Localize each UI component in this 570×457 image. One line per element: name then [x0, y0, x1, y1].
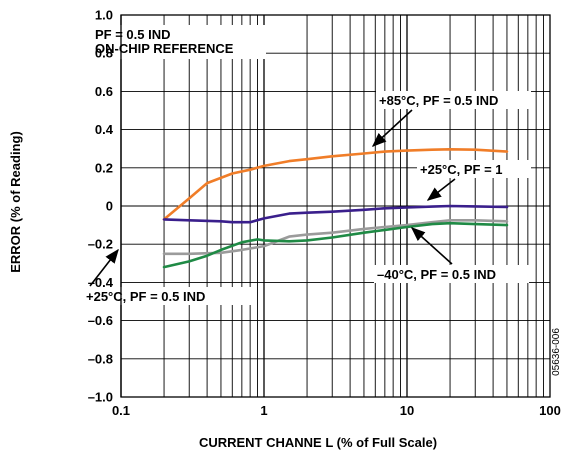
info-box	[88, 25, 266, 59]
x-tick-label: 0.1	[112, 403, 130, 418]
info-box-line-2: ON-CHIP REFERENCE	[95, 41, 234, 56]
y-tick-label: 0	[106, 199, 113, 214]
info-box-line-1: PF = 0.5 IND	[95, 27, 171, 42]
series-line-0	[162, 148, 509, 221]
annotation-85c: +85°C, PF = 0.5 IND	[379, 93, 498, 108]
annotation-bg-minus40c	[374, 265, 529, 283]
x-tick-label: 100	[539, 403, 561, 418]
figure-id: 05636-006	[551, 328, 562, 376]
arrow-25c-pf05	[89, 248, 119, 287]
y-tick-label: –0.2	[88, 237, 113, 252]
y-tick-labels: 1.0 0.8 0.6 0.4 0.2 0 –0.2 –0.4 –0.6 –0.8 –1.0	[88, 8, 114, 405]
y-axis-title: ERROR (% of Reading)	[8, 131, 23, 273]
annotation-25c-pf05: +25°C, PF = 0.5 IND	[86, 289, 205, 304]
y-tick-label: –0.8	[88, 351, 113, 366]
arrow-25c-pf1	[426, 178, 456, 201]
y-tick-label: 0.2	[95, 160, 113, 175]
series-line-2	[162, 219, 509, 256]
annotation-minus40c: –40°C, PF = 0.5 IND	[377, 267, 496, 282]
series-lines	[162, 148, 509, 269]
annotation-bg-25c-pf1	[417, 160, 531, 178]
arrow-minus40c	[410, 227, 453, 265]
arrow-85c	[371, 109, 413, 147]
y-tick-label: –0.6	[88, 313, 113, 328]
y-tick-label: 0.8	[95, 46, 113, 61]
annotation-bg-85c	[376, 91, 531, 109]
y-tick-label: 0.4	[95, 122, 114, 137]
x-tick-labels: 0.1 1 10 100	[112, 403, 561, 418]
series-line-3	[162, 221, 509, 269]
x-axis-title: CURRENT CHANNE L (% of Full Scale)	[199, 435, 437, 450]
x-tick-label: 10	[400, 403, 414, 418]
plot-frame	[120, 14, 551, 398]
y-tick-label: 1.0	[95, 8, 113, 23]
y-tick-label: –1.0	[88, 390, 113, 405]
series-line-1	[162, 204, 509, 224]
annotation-25c-pf1: +25°C, PF = 1	[420, 162, 503, 177]
x-tick-label: 1	[260, 403, 267, 418]
y-tick-label: 0.6	[95, 84, 113, 99]
annotation-bg-25c-pf05	[83, 287, 253, 305]
y-tick-label: –0.4	[88, 275, 114, 290]
